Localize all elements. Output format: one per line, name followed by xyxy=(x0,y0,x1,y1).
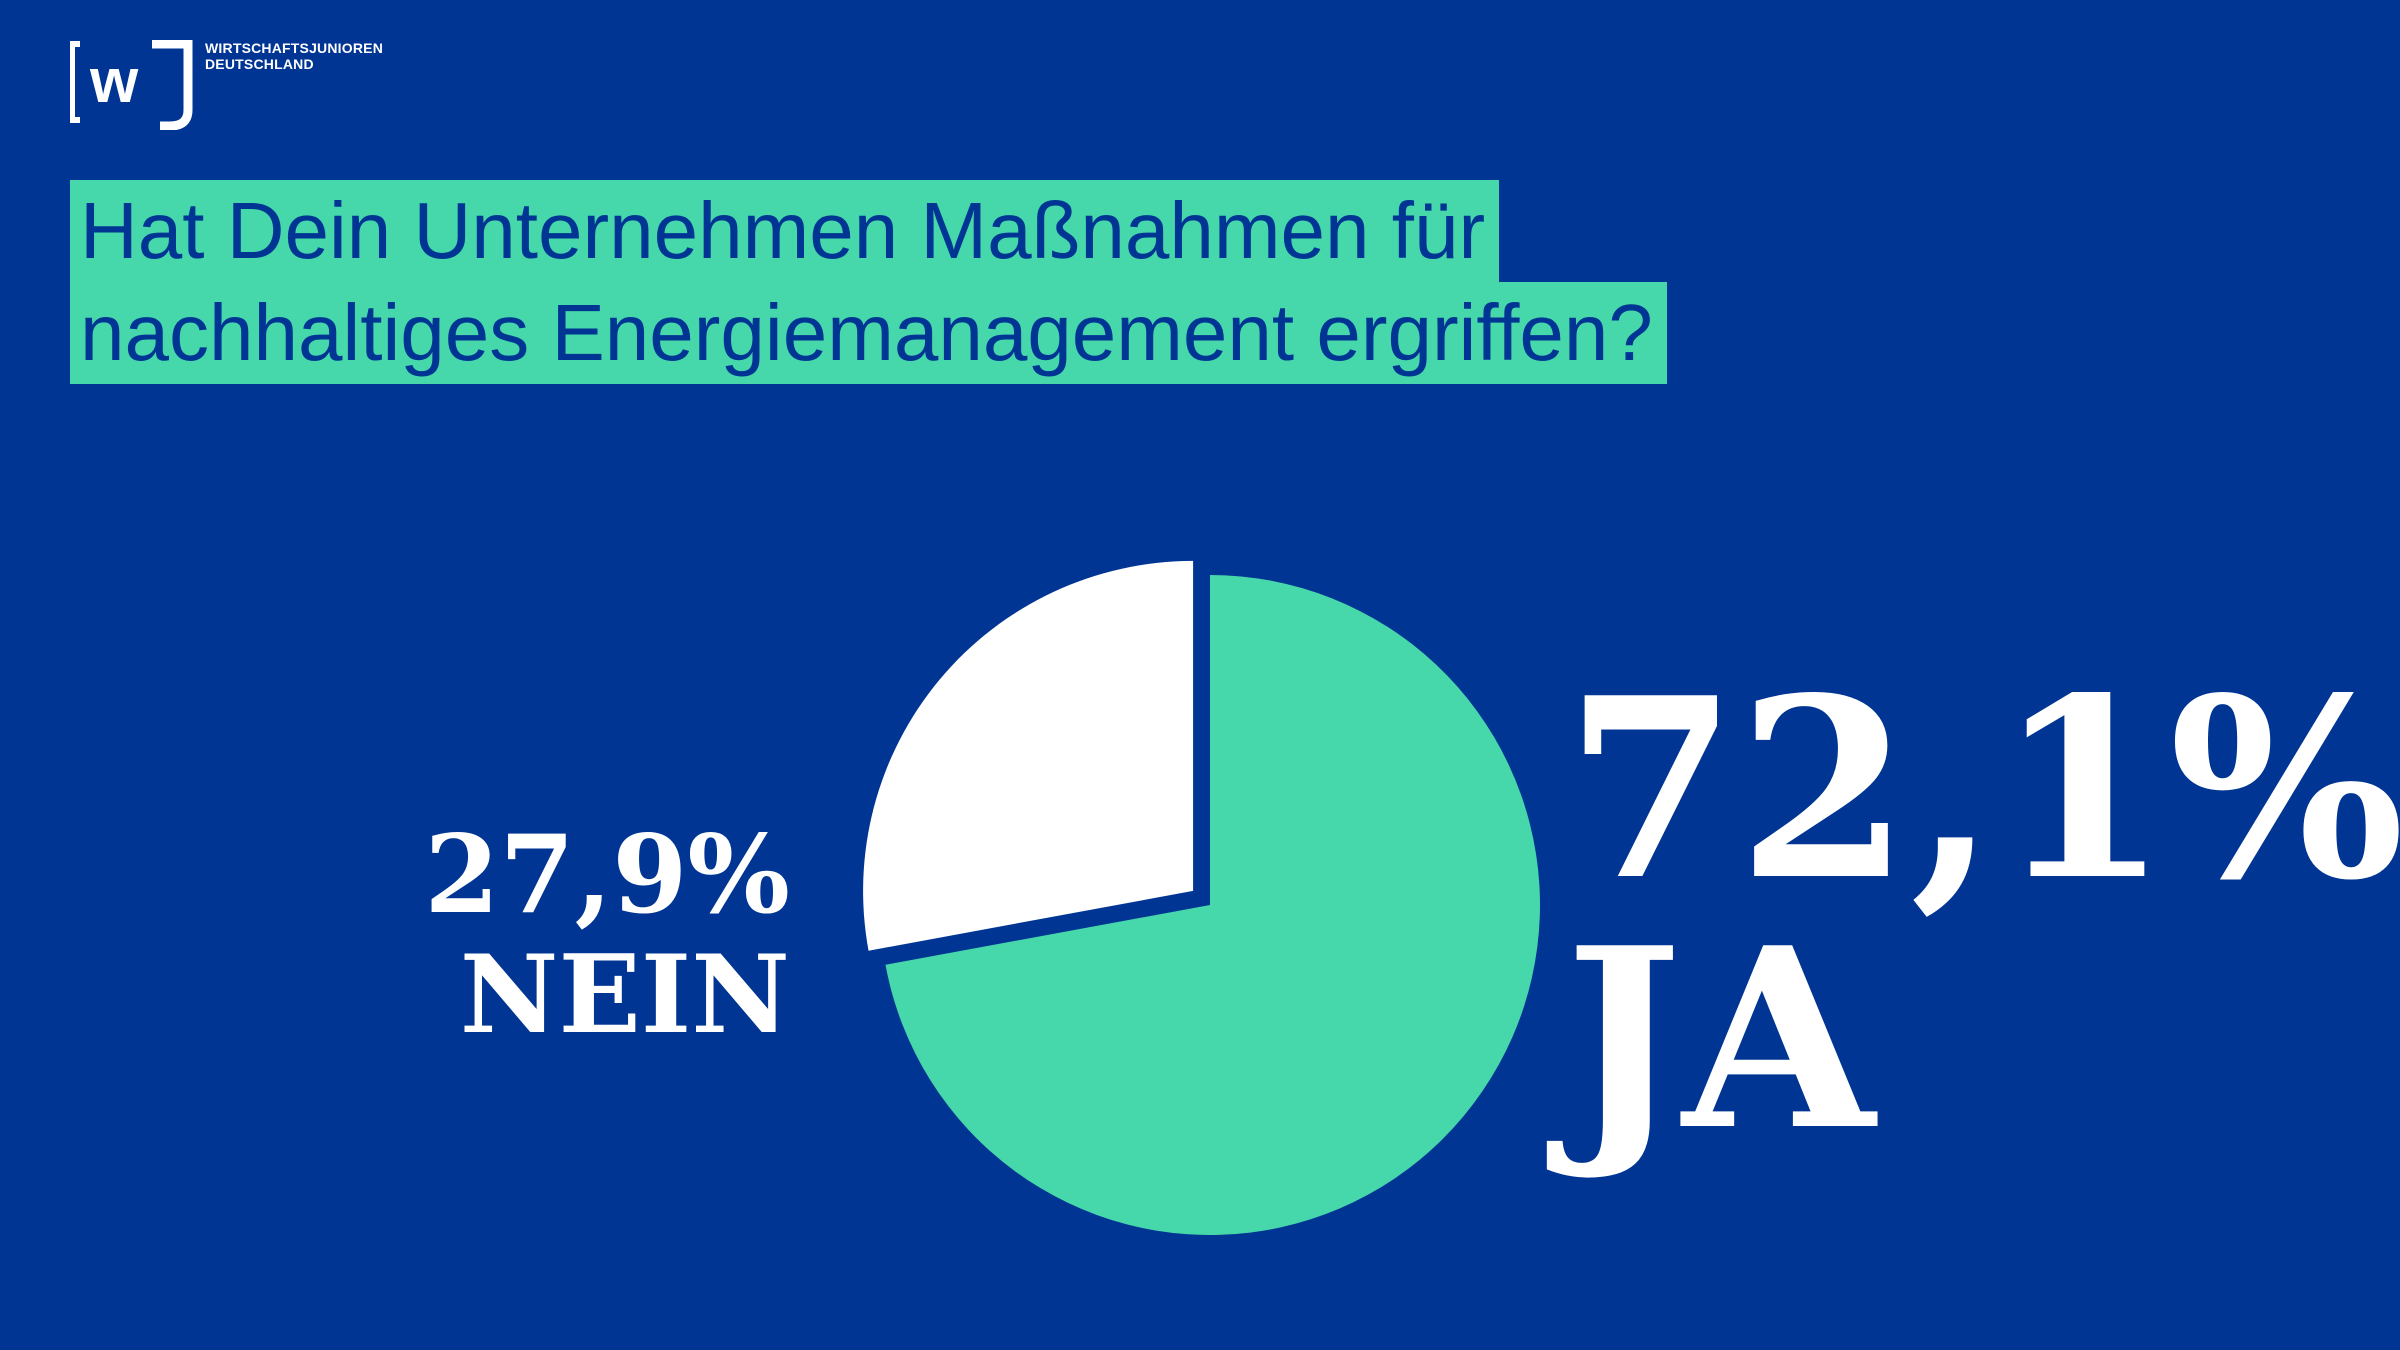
ja-value-label: 72,1% xyxy=(1565,644,2400,935)
brand-name-line1: WIRTSCHAFTSJUNIOREN xyxy=(205,40,384,56)
brand-logo: w WIRTSCHAFTSJUNIOREN DEUTSCHLAND xyxy=(70,40,400,135)
logo-letter-w: w xyxy=(89,47,139,116)
chart-title: Hat Dein Unternehmen Maßnahmen für nachh… xyxy=(70,180,1920,384)
nein-category-label: NEIN xyxy=(459,932,790,1058)
label-ja: 72,1% JA xyxy=(1565,644,2400,1185)
pie-slice-nein xyxy=(863,560,1194,951)
ja-category-label: JA xyxy=(1565,894,1875,1185)
question-line-2: nachhaltiges Energiemanagement ergriffen… xyxy=(70,282,1667,384)
question-line-1: Hat Dein Unternehmen Maßnahmen für xyxy=(70,180,1500,282)
pie-chart xyxy=(863,560,1540,1235)
brand-name-line2: DEUTSCHLAND xyxy=(205,56,314,72)
pie-slice-ja xyxy=(885,575,1540,1235)
wj-logo-icon: w xyxy=(70,40,193,130)
nein-value-label: 27,9% xyxy=(424,812,790,938)
brand-name: WIRTSCHAFTSJUNIOREN DEUTSCHLAND xyxy=(205,40,383,72)
label-nein: 27,9% NEIN xyxy=(380,815,790,1055)
